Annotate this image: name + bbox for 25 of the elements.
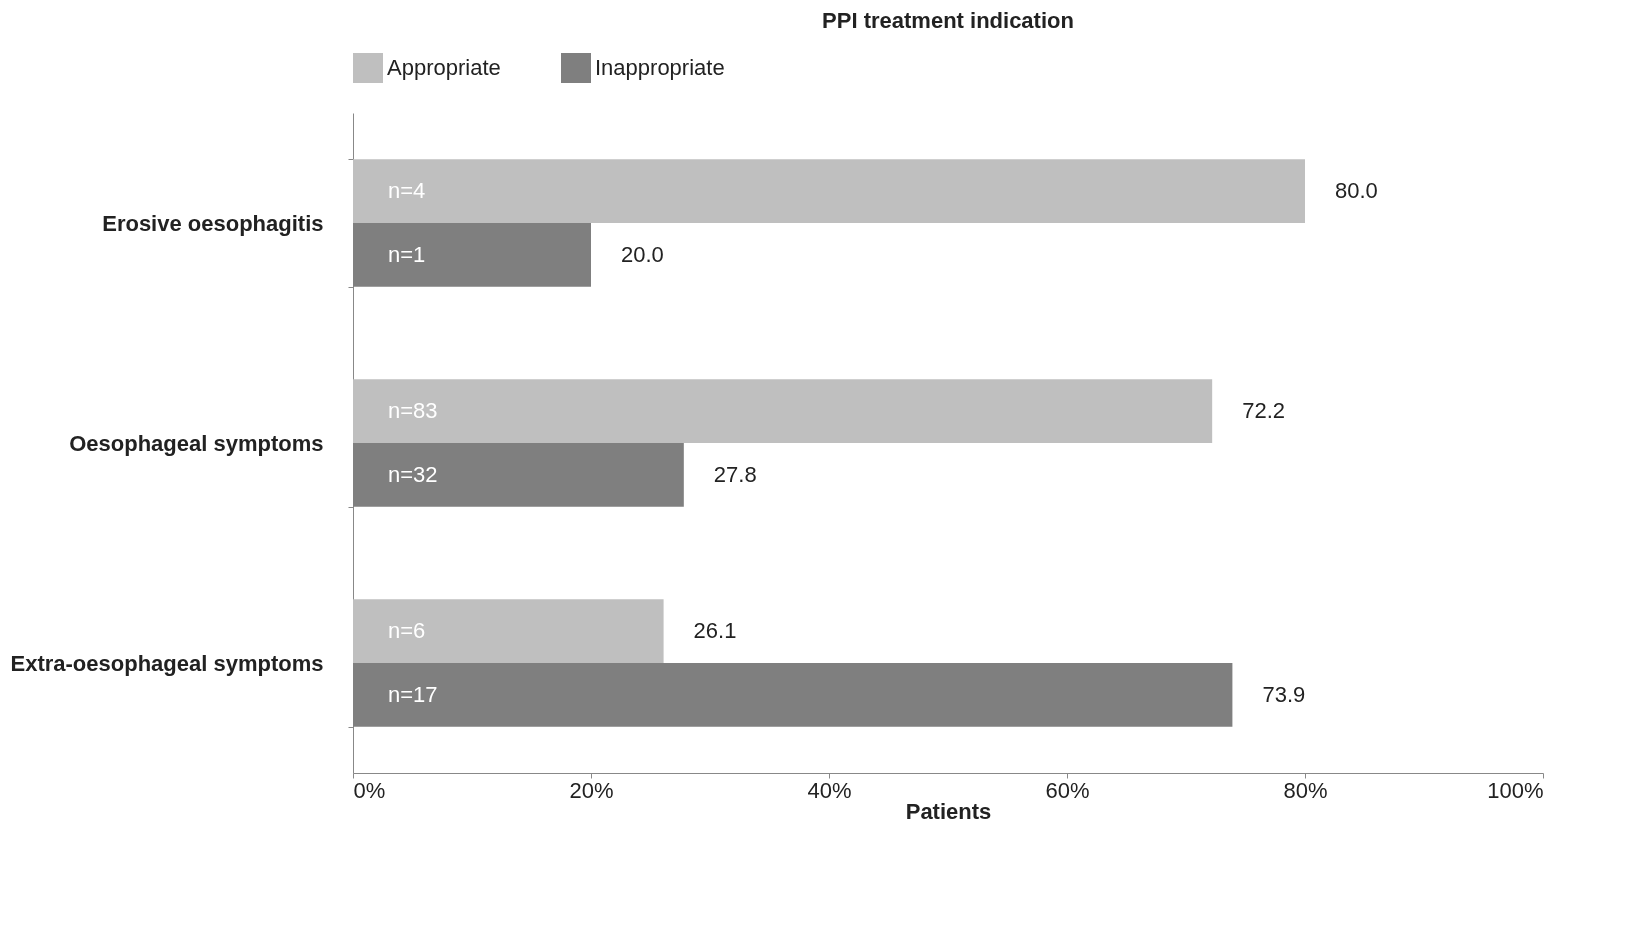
annotation: n=83 — [388, 398, 438, 424]
x-axis-title: Patients — [905, 798, 992, 824]
annotation: n=17 — [388, 681, 438, 707]
x-tick-label: 20% — [569, 777, 614, 803]
legend-label: Appropriate — [387, 55, 501, 80]
x-tick-label: 80% — [1283, 777, 1328, 803]
chart-title: PPI treatment indication — [822, 8, 1074, 33]
annotation: n=1 — [388, 241, 426, 267]
data-label: 72.2 — [1242, 398, 1286, 424]
x-tick-label: 0% — [353, 777, 386, 803]
annotation: n=32 — [388, 461, 438, 487]
data-label: 80.0 — [1335, 178, 1378, 204]
data-label: 20.0 — [621, 241, 664, 267]
annotation: n=4 — [388, 178, 426, 204]
y-tick-label: Oesophageal symptoms — [69, 430, 324, 456]
x-tick-label: 40% — [807, 777, 852, 803]
legend-label: Inappropriate — [595, 55, 725, 80]
annotation: n=6 — [388, 618, 426, 644]
y-tick-label: Erosive oesophagitis — [102, 210, 324, 236]
x-tick-label: 100% — [1487, 777, 1544, 803]
x-tick-label: 60% — [1045, 777, 1090, 803]
data-label: 26.1 — [693, 618, 737, 644]
data-label: 27.8 — [713, 461, 757, 487]
y-tick-label: Extra-oesophageal symptoms — [10, 650, 324, 676]
data-label: 73.9 — [1262, 681, 1306, 707]
